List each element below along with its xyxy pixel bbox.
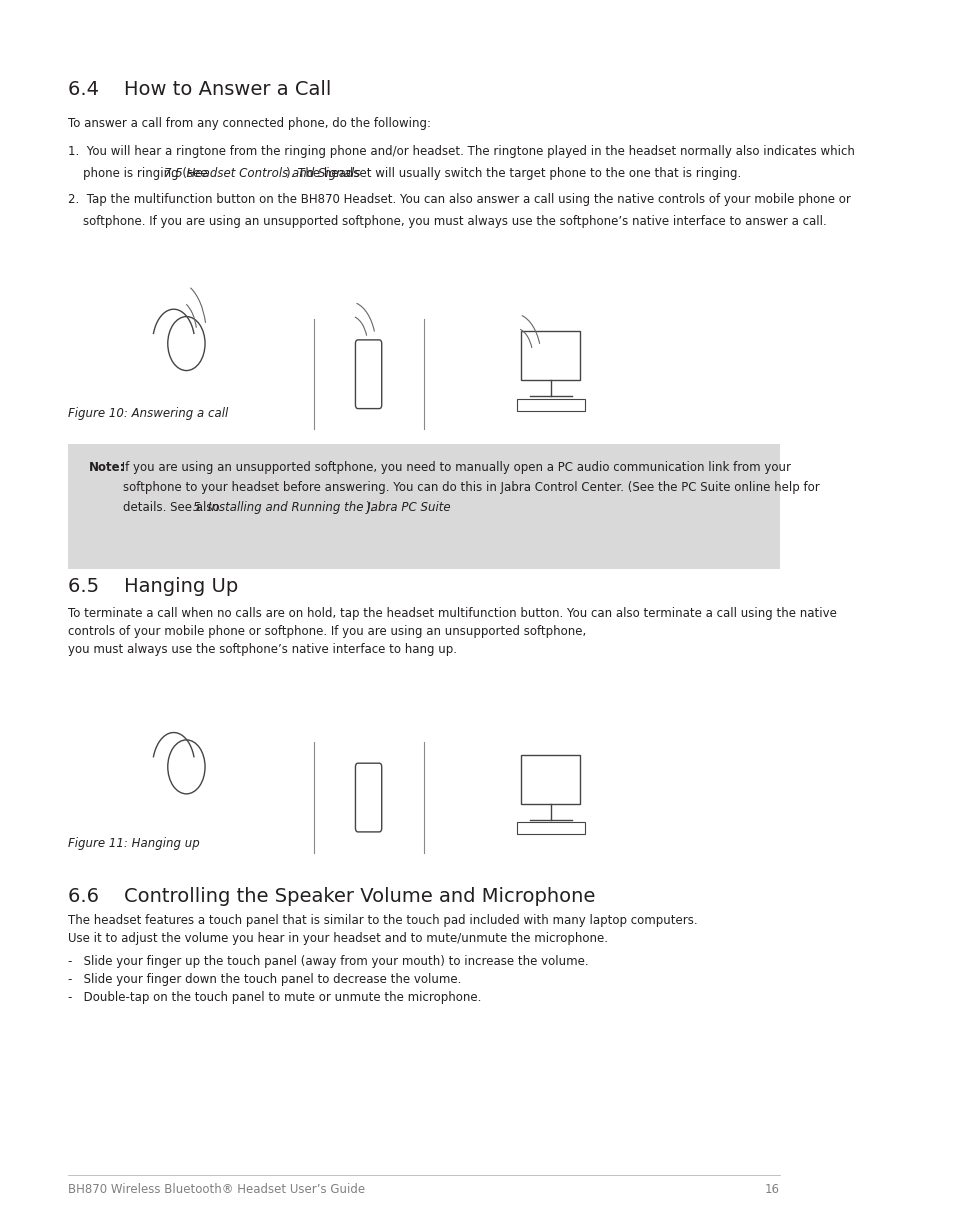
Text: 2.  Tap the multifunction button on the BH870 Headset. You can also answer a cal: 2. Tap the multifunction button on the B… — [68, 193, 850, 206]
Text: If you are using an unsupported softphone, you need to manually open a PC audio : If you are using an unsupported softphon… — [117, 461, 790, 475]
FancyBboxPatch shape — [68, 444, 779, 569]
Text: 1.  You will hear a ringtone from the ringing phone and/or headset. The ringtone: 1. You will hear a ringtone from the rin… — [68, 145, 854, 158]
Text: 6.6    Controlling the Speaker Volume and Microphone: 6.6 Controlling the Speaker Volume and M… — [68, 887, 595, 906]
Text: 6.4    How to Answer a Call: 6.4 How to Answer a Call — [68, 80, 331, 98]
Text: To terminate a call when no calls are on hold, tap the headset multifunction but: To terminate a call when no calls are on… — [68, 607, 836, 656]
Text: 6.5    Hanging Up: 6.5 Hanging Up — [68, 577, 238, 595]
Text: phone is ringing (see: phone is ringing (see — [68, 167, 211, 180]
Text: Figure 10: Answering a call: Figure 10: Answering a call — [68, 407, 228, 421]
Bar — [517, 399, 584, 411]
Text: 5. Installing and Running the Jabra PC Suite: 5. Installing and Running the Jabra PC S… — [193, 501, 450, 514]
Text: Figure 11: Hanging up: Figure 11: Hanging up — [68, 837, 199, 850]
Text: ). The headset will usually switch the target phone to the one that is ringing.: ). The headset will usually switch the t… — [285, 167, 740, 180]
Text: -   Slide your finger up the touch panel (away from your mouth) to increase the : - Slide your finger up the touch panel (… — [68, 955, 588, 968]
Text: ).: ). — [364, 501, 373, 514]
Text: softphone to your headset before answering. You can do this in Jabra Control Cen: softphone to your headset before answeri… — [123, 481, 819, 494]
Text: To answer a call from any connected phone, do the following:: To answer a call from any connected phon… — [68, 117, 431, 130]
Bar — [520, 755, 579, 804]
Text: -   Double-tap on the touch panel to mute or unmute the microphone.: - Double-tap on the touch panel to mute … — [68, 991, 480, 1005]
Text: -   Slide your finger down the touch panel to decrease the volume.: - Slide your finger down the touch panel… — [68, 973, 460, 987]
Text: BH870 Wireless Bluetooth® Headset User’s Guide: BH870 Wireless Bluetooth® Headset User’s… — [68, 1183, 365, 1196]
Text: softphone. If you are using an unsupported softphone, you must always use the so: softphone. If you are using an unsupport… — [68, 215, 825, 228]
Bar — [520, 331, 579, 380]
Text: 16: 16 — [763, 1183, 779, 1196]
Text: details. See also: details. See also — [123, 501, 223, 514]
Text: Note:: Note: — [89, 461, 126, 475]
Bar — [517, 822, 584, 834]
Text: 7.5 Headset Controls and Signals: 7.5 Headset Controls and Signals — [164, 167, 359, 180]
Text: The headset features a touch panel that is similar to the touch pad included wit: The headset features a touch panel that … — [68, 914, 697, 945]
